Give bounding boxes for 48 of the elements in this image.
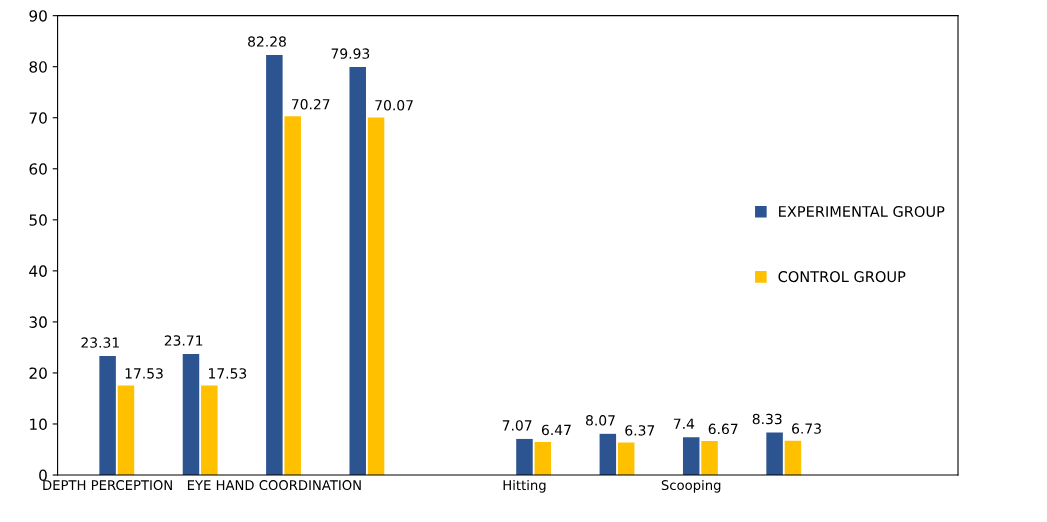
bar bbox=[701, 440, 718, 476]
y-tick-label: 60 bbox=[29, 163, 47, 175]
bar bbox=[284, 116, 301, 476]
data-label: 6.37 bbox=[625, 425, 655, 436]
x-tick-label: Scooping bbox=[661, 479, 721, 493]
bar bbox=[682, 437, 700, 476]
bar bbox=[182, 354, 200, 476]
x-tick-label: EYE HAND COORDINATION bbox=[187, 480, 361, 491]
bar bbox=[784, 440, 802, 476]
data-label: 79.93 bbox=[331, 48, 370, 59]
data-label: 6.47 bbox=[541, 424, 571, 436]
data-label: 6.67 bbox=[708, 423, 738, 435]
bar bbox=[349, 67, 366, 476]
y-tick-label: 40 bbox=[29, 265, 47, 277]
bar bbox=[201, 385, 218, 476]
y-tick-label: 10 bbox=[30, 418, 47, 430]
data-label: 8.33 bbox=[752, 413, 782, 425]
bar bbox=[367, 117, 385, 476]
data-label: 17.53 bbox=[125, 368, 163, 379]
data-label: 23.71 bbox=[164, 335, 203, 346]
x-tick-label: DEPTH PERCEPTION bbox=[43, 480, 172, 491]
bar bbox=[99, 356, 116, 476]
data-label: 7.07 bbox=[502, 420, 532, 431]
y-tick-label: 90 bbox=[29, 10, 47, 22]
data-label: 8.07 bbox=[585, 415, 615, 426]
bar bbox=[534, 442, 552, 476]
data-label: 17.53 bbox=[209, 368, 247, 379]
data-label: 23.31 bbox=[81, 337, 119, 348]
y-tick-label: 50 bbox=[29, 214, 47, 226]
bar bbox=[117, 385, 135, 476]
bar bbox=[617, 442, 635, 476]
data-label: 82.28 bbox=[248, 36, 286, 47]
y-tick-label: 80 bbox=[29, 61, 47, 73]
bar bbox=[766, 432, 783, 476]
bar bbox=[516, 438, 533, 476]
legend-label: CONTROL GROUP bbox=[778, 271, 906, 283]
x-tick-label: Hitting bbox=[503, 479, 546, 493]
data-label: 7.4 bbox=[673, 418, 695, 429]
y-tick-label: 70 bbox=[29, 112, 47, 124]
y-tick-label: 20 bbox=[29, 367, 47, 379]
data-label: 6.73 bbox=[792, 423, 821, 434]
y-tick-label: 0 bbox=[39, 469, 47, 482]
y-tick-label: 30 bbox=[29, 316, 47, 328]
data-label: 70.27 bbox=[292, 99, 330, 110]
data-label: 70.07 bbox=[375, 100, 413, 111]
legend-label: EXPERIMENTAL GROUP bbox=[779, 205, 945, 217]
bar bbox=[266, 55, 283, 476]
bar bbox=[599, 433, 617, 476]
